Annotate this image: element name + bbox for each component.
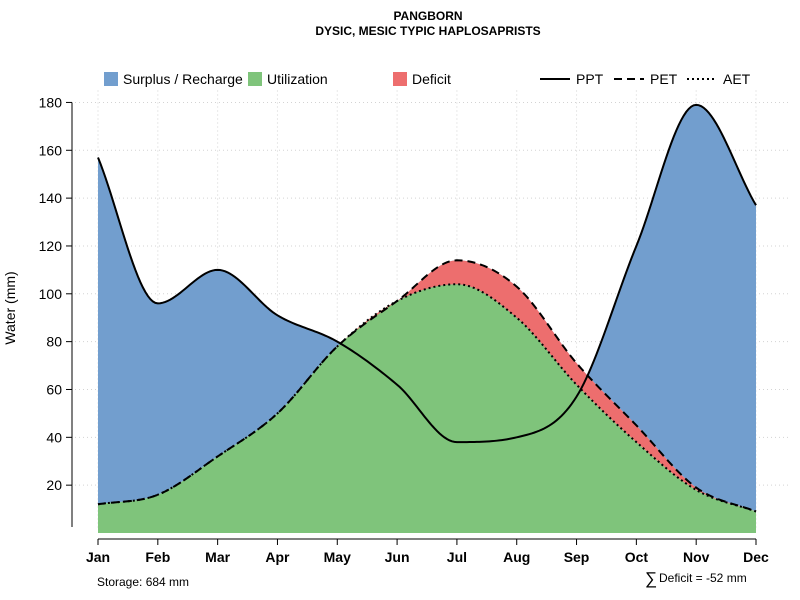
pet-line xyxy=(97,259,757,513)
legend-label: Surplus / Recharge xyxy=(123,71,243,87)
y-tick-label: 100 xyxy=(39,286,63,302)
legend: Surplus / Recharge Utilization Deficit PPT P… xyxy=(104,71,751,87)
chart-title: PANGBORN xyxy=(393,9,462,23)
x-tick-label: Apr xyxy=(265,549,290,565)
x-tick-label: Sep xyxy=(564,549,590,565)
ppt-line xyxy=(97,103,757,444)
utilization-area xyxy=(98,284,756,533)
chart-subtitle: DYSIC, MESIC TYPIC HAPLOSAPRISTS xyxy=(315,24,540,38)
y-tick-label: 80 xyxy=(46,334,62,350)
x-tick-label: Mar xyxy=(205,549,230,565)
legend-label: Deficit xyxy=(412,71,451,87)
axes: 20 40 60 80 100 120 140 160 180 Jan Feb Mar Apr May Ju… xyxy=(39,94,769,565)
legend-label: PPT xyxy=(576,71,604,87)
y-tick-label: 140 xyxy=(39,190,63,206)
x-tick-label: Feb xyxy=(145,549,170,565)
areas xyxy=(98,104,756,533)
legend-swatch xyxy=(393,72,407,86)
x-tick-label: May xyxy=(324,549,351,565)
legend-swatch xyxy=(104,72,118,86)
y-tick-label: 20 xyxy=(46,477,62,493)
storage-note: Storage: 684 mm xyxy=(97,575,189,589)
x-tick-label: Oct xyxy=(625,549,649,565)
x-tick-label: Jun xyxy=(385,549,410,565)
x-tick-label: Aug xyxy=(503,549,530,565)
legend-label: AET xyxy=(723,71,751,87)
sum-symbol: ∑ xyxy=(645,569,657,588)
y-tick-label: 40 xyxy=(46,429,62,445)
legend-swatch xyxy=(248,72,262,86)
y-tick-label: 160 xyxy=(39,142,63,158)
y-tick-label: 60 xyxy=(46,381,62,397)
x-tick-label: Jul xyxy=(447,549,467,565)
series-lines xyxy=(97,103,757,513)
y-tick-label: 180 xyxy=(39,94,63,110)
y-axis-label: Water (mm) xyxy=(2,271,18,344)
deficit-note: Deficit = -52 mm xyxy=(659,571,747,585)
legend-label: Utilization xyxy=(267,71,328,87)
x-tick-label: Dec xyxy=(743,549,769,565)
x-tick-label: Jan xyxy=(86,549,110,565)
y-tick-label: 120 xyxy=(39,238,63,254)
x-tick-label: Nov xyxy=(683,549,710,565)
legend-label: PET xyxy=(650,71,678,87)
